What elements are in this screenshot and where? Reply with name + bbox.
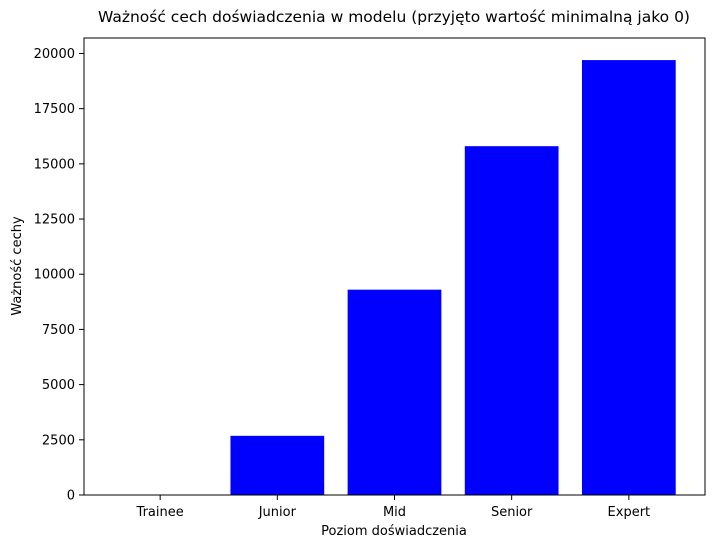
bar-mid	[347, 289, 442, 495]
x-tick-label: Mid	[383, 505, 406, 520]
x-tick-label: Expert	[608, 505, 651, 520]
x-axis-label: Poziom doświadczenia	[321, 524, 467, 539]
x-tick-label: Senior	[491, 505, 533, 520]
bar-senior	[464, 146, 559, 495]
y-ticks-layer: 0 2500 5000 7500 10000 12500 15000 17500 20000	[34, 47, 84, 504]
y-tick-label: 20000	[34, 47, 75, 62]
y-tick-label: 17500	[34, 102, 75, 117]
y-tick-label: 0	[67, 489, 75, 504]
x-tick-label: Trainee	[136, 505, 184, 520]
y-tick-label: 7500	[42, 323, 75, 338]
bar-junior	[230, 435, 325, 495]
bar-expert	[581, 60, 676, 495]
y-tick-label: 5000	[42, 378, 75, 393]
bars-layer	[230, 60, 676, 495]
y-tick-label: 2500	[42, 433, 75, 448]
y-tick-label: 10000	[34, 268, 75, 283]
chart-title: Ważność cech doświadczenia w modelu (prz…	[98, 8, 690, 26]
y-axis-label: Ważność cechy	[10, 216, 25, 316]
y-tick-label: 12500	[34, 213, 75, 228]
x-tick-label: Junior	[258, 505, 297, 520]
y-tick-label: 15000	[34, 157, 75, 172]
x-ticks-layer: Trainee Junior Mid Senior Expert	[136, 495, 651, 520]
